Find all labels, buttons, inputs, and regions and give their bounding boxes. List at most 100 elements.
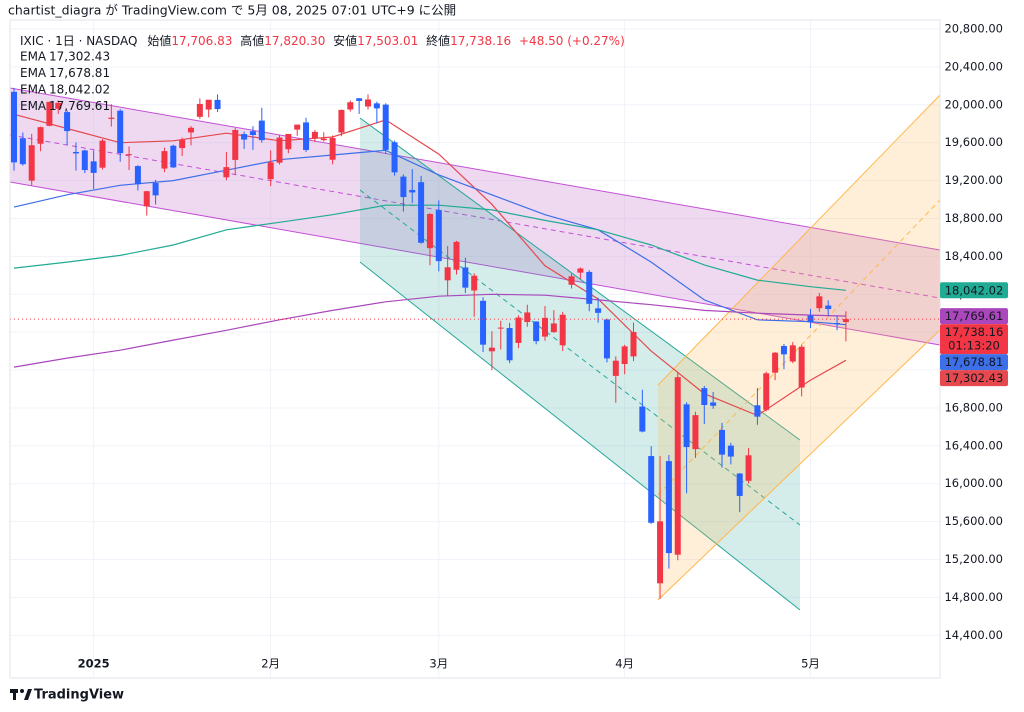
candle-body [338,109,345,133]
y-tick-label: 19,200.00 [944,173,1003,187]
candle-body [603,319,610,359]
candle-body [161,151,168,169]
candle-body [488,347,495,352]
legend-name: EMA [20,66,47,80]
candle-body [170,145,177,168]
grid [10,20,940,678]
candle-body [391,142,398,173]
candle-body [435,210,442,262]
candle-body [108,117,115,119]
channel-edge [657,329,941,601]
status-line: IXIC · 1日 · NASDAQ 始値17,706.83 高値17,820.… [20,33,625,48]
candle-body [444,267,451,281]
channel-edge [657,94,941,386]
candle-body [37,127,44,144]
candle-body [400,176,407,198]
candle-body [834,323,841,325]
legend-value: 17,769.61 [49,99,110,113]
candle-body [276,137,283,163]
candle-body [550,323,557,333]
ohlc-value: 17,738.16 [450,34,511,48]
candle-body [789,345,796,362]
candle-body [816,296,823,309]
candle-body [798,346,805,388]
ema-line [13,293,846,368]
price-axis: 14,400.00 14,800.00 15,200.00 15,600.00 16,0… [78,22,1008,671]
candle-body [825,305,832,310]
plot [10,87,940,599]
candle-body [542,317,548,337]
price-tag-label: 17,769.61 [945,309,1004,323]
y-tick-label: 14,400.00 [944,628,1003,642]
candle-body [55,102,62,109]
ohlc-value: 17,706.83 [171,34,232,48]
price-tag [940,354,1008,371]
y-tick-label: 18,800.00 [944,211,1003,225]
candle-body [188,127,194,133]
y-tick-label: 16,000.00 [944,476,1003,490]
candle-body [612,360,619,376]
legend-name: EMA [20,50,47,64]
x-tick-label: 5月 [801,657,820,671]
candle-body [152,183,159,196]
candle-body [311,131,318,139]
candle-body [727,445,734,457]
candle-body [586,271,593,304]
price-tag [940,282,1008,299]
candle-body [117,110,124,154]
price-tag-label: 17,678.81 [945,355,1004,369]
price-tag [940,324,1008,355]
ohlc-value: 17,503.01 [357,34,418,48]
candle-body [568,276,575,285]
candle-body [692,415,699,450]
candle-body [630,332,637,357]
candle-body [719,429,725,455]
x-tick-label: 4月 [615,657,634,671]
candle-body [347,102,354,110]
candle-body [780,345,787,355]
candle-body [524,312,531,323]
ohlc-value: 17,820.30 [264,34,325,48]
candle-body [683,404,690,448]
brand: TradingView [34,688,124,703]
candle-body [701,388,708,406]
y-tick-label: 20,400.00 [944,59,1003,73]
change: +48.50 (+0.27%) [519,34,625,48]
candle-body [462,267,469,288]
candle-body [745,455,752,481]
candle-body [232,129,239,160]
ohlc-name: 終値 [426,33,450,48]
y-tick-label: 16,400.00 [944,438,1003,452]
candle-body [710,402,717,406]
y-tick-label: 20,800.00 [944,22,1003,36]
candle-body [223,167,230,178]
candle-body [64,112,71,132]
candle-body [285,133,292,150]
brand-logo [10,689,32,700]
channel-mid [359,189,801,526]
candle-body [179,139,186,149]
candle-body [134,166,141,185]
candle-body [639,406,646,432]
candle-body [81,150,88,171]
price-tag-label: 18,042.02 [945,283,1004,297]
candle-body [506,327,513,361]
price-tag-label: 17,738.16 [945,325,1004,339]
candle-body [648,456,655,523]
symbol: IXIC · 1日 · NASDAQ [20,34,137,48]
candle-body [303,122,310,150]
candle-body [418,182,425,243]
price-tag-label: 17,302.43 [945,371,1004,385]
candle-body [533,321,540,342]
candle-body [657,521,664,584]
ohlc-name: 高値 [240,33,264,48]
candle-body [294,124,301,130]
candle-body [241,134,248,140]
legend-name: EMA [20,99,47,113]
candle-body [46,101,53,126]
price-tag [940,370,1008,387]
channel-edge [9,87,941,251]
candle-body [19,138,26,165]
candle-body [143,191,150,207]
